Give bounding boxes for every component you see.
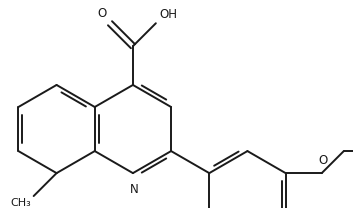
- Text: N: N: [130, 183, 138, 196]
- Text: O: O: [318, 153, 327, 166]
- Text: OH: OH: [159, 8, 177, 21]
- Text: O: O: [97, 7, 107, 20]
- Text: CH₃: CH₃: [11, 198, 32, 208]
